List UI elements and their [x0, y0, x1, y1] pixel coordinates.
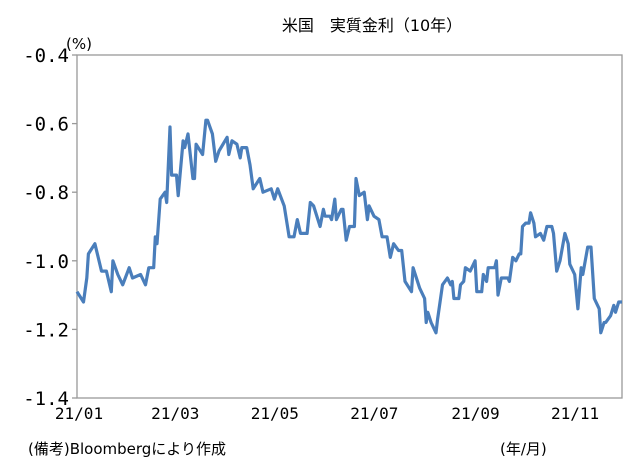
y-tick-label: -1.2 — [23, 319, 69, 341]
x-tick-label: 21/07 — [350, 404, 398, 423]
y-tick-label: -1.4 — [23, 388, 69, 410]
y-tick-label: -0.6 — [23, 114, 69, 136]
y-axis-unit-label: (%) — [66, 35, 92, 53]
x-tick-label: 21/11 — [551, 404, 599, 423]
source-note: (備考)Bloombergにより作成 — [28, 440, 226, 458]
x-tick-label: 21/01 — [55, 404, 103, 423]
y-tick-label: -1.0 — [23, 251, 69, 273]
x-tick-label: 21/05 — [251, 404, 299, 423]
x-tick-label: 21/09 — [451, 404, 499, 423]
plot-frame — [76, 54, 623, 399]
y-tick-label: -0.8 — [23, 182, 69, 204]
real-rate-series-line — [75, 118, 622, 335]
y-tick-label: -0.4 — [23, 45, 69, 67]
x-axis-unit-label: (年/月) — [500, 440, 547, 458]
x-tick-label: 21/03 — [151, 404, 199, 423]
chart-title: 米国 実質金利（10年） — [282, 16, 462, 35]
